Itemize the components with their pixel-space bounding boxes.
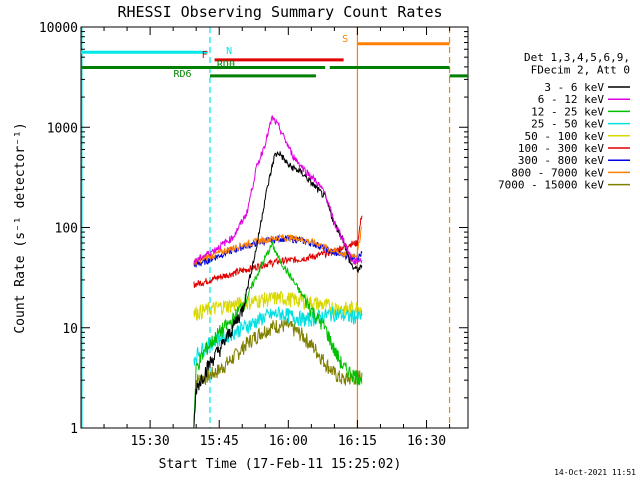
y-tick-label: 1 (70, 422, 78, 437)
series-line-7000-15000-kev (193, 317, 363, 428)
series-line-100-300-kev-segment2 (500, 252, 521, 262)
x-tick-label: 16:15 (338, 434, 377, 449)
legend-entry-label: 50 - 100 keV (525, 130, 605, 143)
x-axis-label: Start Time (17-Feb-11 15:25:02) (159, 457, 402, 472)
flag-label-rd0: RD0 (217, 59, 235, 70)
legend-entry-label: 300 - 800 keV (518, 154, 604, 167)
flag-label-n: N (226, 46, 232, 57)
legend-entry-label: 25 - 50 keV (531, 118, 604, 131)
x-tick-label: 15:45 (200, 434, 239, 449)
legend-entry-label: 7000 - 15000 keV (498, 179, 604, 192)
flag-label-s: S (342, 34, 348, 45)
series-line-25-50-kev-segment2 (500, 295, 521, 325)
flag-label-f: F (202, 50, 208, 61)
x-tick-label: 15:30 (131, 434, 170, 449)
series-line-800-7000-kev-segment2 (500, 227, 521, 235)
legend-entry-label: 100 - 300 keV (518, 142, 604, 155)
y-tick-label: 10000 (39, 21, 78, 36)
y-tick-label: 100 (55, 222, 78, 237)
legend-entry-label: 3 - 6 keV (544, 81, 604, 94)
flag-label-rd6: RD6 (174, 69, 192, 80)
legend-entry-label: 6 - 12 keV (538, 93, 605, 106)
y-tick-label: 10 (62, 322, 78, 337)
legend-header-line: FDecim 2, Att 0 (531, 64, 630, 77)
series-line-50-100-kev (193, 291, 363, 322)
legend-entry-label: 12 - 25 keV (531, 105, 604, 118)
series-line-300-800-kev-segment2 (500, 229, 521, 237)
chart-title: RHESSI Observing Summary Count Rates (117, 3, 442, 21)
series-line-12-25-kev (193, 241, 363, 428)
series-line-6-12-kev-segment2 (500, 210, 521, 332)
legend-header-line: Det 1,3,4,5,6,9, (524, 51, 630, 64)
y-axis-label: Count Rate (s⁻¹ detector⁻¹) (13, 122, 28, 333)
series-line-6-12-kev (193, 115, 363, 266)
series-line-3-6-kev-segment2 (503, 348, 521, 424)
legend-entry-label: 800 - 7000 keV (511, 166, 604, 179)
plot-frame (80, 26, 469, 429)
series-line-7000-15000-kev-segment2 (500, 368, 521, 388)
x-tick-label: 16:30 (407, 434, 446, 449)
y-tick-label: 1000 (47, 121, 78, 136)
series-line-800-7000-kev (193, 226, 363, 266)
series-line-3-6-kev (193, 150, 363, 427)
series-line-12-25-kev-segment2 (500, 308, 521, 340)
footer-timestamp: 14-Oct-2021 11:51 (554, 468, 636, 477)
series-line-50-100-kev-segment2 (500, 288, 521, 297)
x-tick-label: 16:00 (269, 434, 308, 449)
